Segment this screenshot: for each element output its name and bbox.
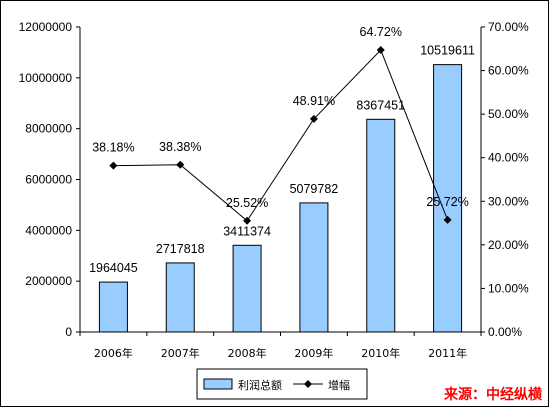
- legend-label-growth: 增幅: [328, 378, 350, 392]
- data-label-growth: 48.91%: [293, 94, 335, 108]
- data-label-profit: 2717818: [156, 242, 205, 256]
- data-label-profit: 1964045: [89, 261, 138, 275]
- y-left-tick-label: 4000000: [25, 223, 72, 237]
- data-label-profit: 5079782: [290, 182, 339, 196]
- bar-profit: [165, 262, 195, 333]
- y-left-tick-label: 0: [65, 325, 72, 339]
- legend-marker-growth: [304, 380, 312, 388]
- y-right-tick-label: 0.00%: [488, 325, 522, 339]
- point-growth: [376, 46, 385, 55]
- bar-profit: [366, 118, 396, 333]
- y-right-tick-label: 40.00%: [488, 151, 529, 165]
- data-label-growth: 25.72%: [426, 195, 468, 209]
- data-label-growth: 25.52%: [226, 196, 268, 210]
- data-label-growth: 38.18%: [92, 141, 134, 155]
- x-tick-label: 2008年: [228, 346, 267, 360]
- point-growth: [309, 114, 318, 123]
- y-right-tick-label: 10.00%: [488, 281, 529, 295]
- bar-profit: [232, 244, 262, 333]
- x-tick-label: 2010年: [361, 346, 400, 360]
- legend-label-profit: 利润总额: [238, 378, 282, 392]
- y-right-tick-label: 30.00%: [488, 194, 529, 208]
- y-left-tick-label: 6000000: [25, 173, 72, 187]
- x-tick-label: 2009年: [294, 346, 333, 360]
- bar-profit: [299, 202, 329, 333]
- legend: 利润总额 增幅: [196, 368, 368, 400]
- y-right-tick-label: 60.00%: [488, 64, 529, 78]
- line-growth: [113, 49, 449, 222]
- point-growth: [243, 216, 252, 225]
- source-label: 来源：中经纵横: [443, 386, 543, 403]
- y-left-tick-label: 2000000: [25, 274, 72, 288]
- y-left-tick-label: 10000000: [19, 71, 73, 85]
- data-label-profit: 3411374: [223, 224, 271, 238]
- legend-swatch-profit: [203, 378, 233, 390]
- data-label-profit: 8367451: [356, 98, 405, 112]
- data-label-growth: 38.38%: [159, 140, 201, 154]
- point-growth: [109, 161, 118, 170]
- data-label-profit: 10519611: [420, 44, 475, 58]
- y-right-tick-label: 50.00%: [488, 107, 529, 121]
- legend-box: [196, 368, 368, 400]
- y-left-tick-label: 12000000: [19, 20, 73, 34]
- y-right-tick-label: 70.00%: [488, 20, 529, 34]
- x-tick-label: 2011年: [428, 346, 467, 360]
- bar-profit: [98, 281, 128, 333]
- data-label-growth: 64.72%: [360, 25, 402, 39]
- y-left-tick-label: 8000000: [25, 122, 72, 136]
- x-tick-label: 2006年: [94, 346, 133, 360]
- plot-area: 0 2000000 4000000 6000000 8000000 10000000 120…: [19, 20, 529, 360]
- x-tick-label: 2007年: [161, 346, 200, 360]
- y-right-tick-label: 20.00%: [488, 238, 529, 252]
- point-growth: [443, 215, 452, 224]
- bar-profit: [433, 64, 463, 333]
- point-growth: [176, 160, 185, 169]
